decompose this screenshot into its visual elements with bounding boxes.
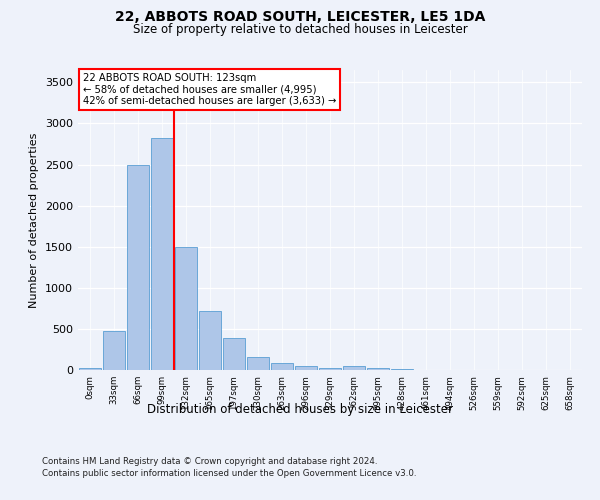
Bar xyxy=(343,366,365,370)
Bar xyxy=(295,366,317,370)
Text: Distribution of detached houses by size in Leicester: Distribution of detached houses by size … xyxy=(147,402,453,415)
Text: 22, ABBOTS ROAD SOUTH, LEICESTER, LE5 1DA: 22, ABBOTS ROAD SOUTH, LEICESTER, LE5 1D… xyxy=(115,10,485,24)
Text: Contains HM Land Registry data © Crown copyright and database right 2024.: Contains HM Land Registry data © Crown c… xyxy=(42,458,377,466)
Bar xyxy=(103,332,125,370)
Text: Contains public sector information licensed under the Open Government Licence v3: Contains public sector information licen… xyxy=(42,469,416,478)
Y-axis label: Number of detached properties: Number of detached properties xyxy=(29,132,40,308)
Text: 22 ABBOTS ROAD SOUTH: 123sqm
← 58% of detached houses are smaller (4,995)
42% of: 22 ABBOTS ROAD SOUTH: 123sqm ← 58% of de… xyxy=(83,73,337,106)
Bar xyxy=(367,368,389,370)
Bar xyxy=(199,311,221,370)
Bar xyxy=(391,369,413,370)
Bar xyxy=(319,368,341,370)
Bar xyxy=(127,164,149,370)
Bar xyxy=(271,363,293,370)
Bar xyxy=(223,338,245,370)
Bar xyxy=(175,246,197,370)
Bar xyxy=(247,358,269,370)
Bar xyxy=(151,138,173,370)
Bar xyxy=(79,368,101,370)
Text: Size of property relative to detached houses in Leicester: Size of property relative to detached ho… xyxy=(133,22,467,36)
